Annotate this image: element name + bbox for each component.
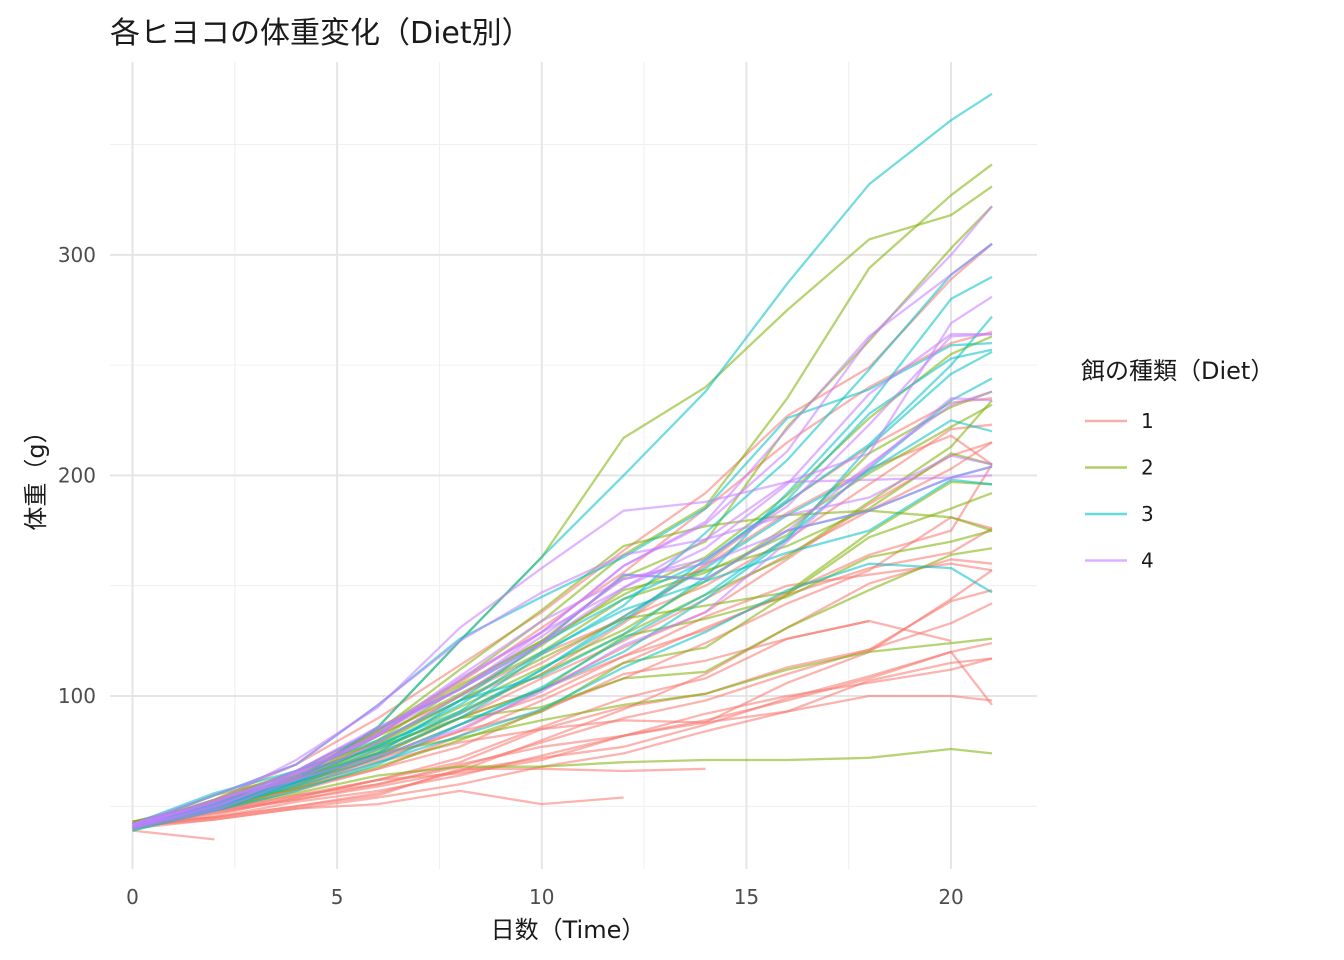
chick-line-diet-4 <box>132 474 993 828</box>
chick-line-diet-1 <box>132 330 993 828</box>
chick-line-diet-1 <box>132 657 993 828</box>
legend-items: 1 2 3 4 <box>1085 409 1154 573</box>
x-axis-title: 日数（Time） <box>491 916 646 944</box>
chick-line-diet-3 <box>132 348 993 826</box>
y-tick-label: 300 <box>58 243 96 267</box>
x-tick-label: 0 <box>126 885 139 909</box>
y-tick-label: 200 <box>58 463 96 487</box>
y-axis-title: 体重（g） <box>22 419 50 530</box>
chick-line-diet-4 <box>132 205 993 828</box>
x-tick-label: 15 <box>734 885 759 909</box>
chick-line-diet-1 <box>132 829 215 841</box>
legend: 餌の種類（Diet） 1 2 3 4 <box>1081 357 1274 573</box>
chart-title: 各ヒヨコの体重変化（Diet別） <box>110 16 532 51</box>
legend-label: 4 <box>1141 549 1154 573</box>
chick-line-diet-3 <box>132 377 993 830</box>
chick-line-diet-2 <box>132 747 993 828</box>
legend-label: 2 <box>1141 456 1154 480</box>
x-axis-ticks: 0 5 10 15 20 <box>126 885 964 909</box>
x-tick-label: 10 <box>529 885 554 909</box>
chick-line-diet-4 <box>132 333 993 828</box>
x-tick-label: 5 <box>331 885 344 909</box>
x-tick-label: 20 <box>938 885 963 909</box>
chick-line-diet-4 <box>132 295 993 830</box>
series-lines <box>132 92 993 841</box>
chick-line-diet-1 <box>132 588 993 828</box>
legend-label: 3 <box>1141 502 1154 526</box>
legend-title: 餌の種類（Diet） <box>1081 357 1274 385</box>
legend-label: 1 <box>1141 409 1154 433</box>
chick-line-diet-4 <box>132 333 992 830</box>
y-tick-label: 100 <box>58 684 96 708</box>
y-axis-ticks: 100 200 300 <box>58 243 96 708</box>
chick-line-diet-4 <box>132 242 993 828</box>
chick-line-diet-1 <box>132 569 993 823</box>
chick-line-diet-3 <box>132 562 993 826</box>
chick-line-diet-1 <box>132 650 993 828</box>
chick-line-diet-1 <box>132 558 993 828</box>
chick-line-diet-4 <box>132 454 993 826</box>
chick-line-diet-1 <box>132 789 624 830</box>
